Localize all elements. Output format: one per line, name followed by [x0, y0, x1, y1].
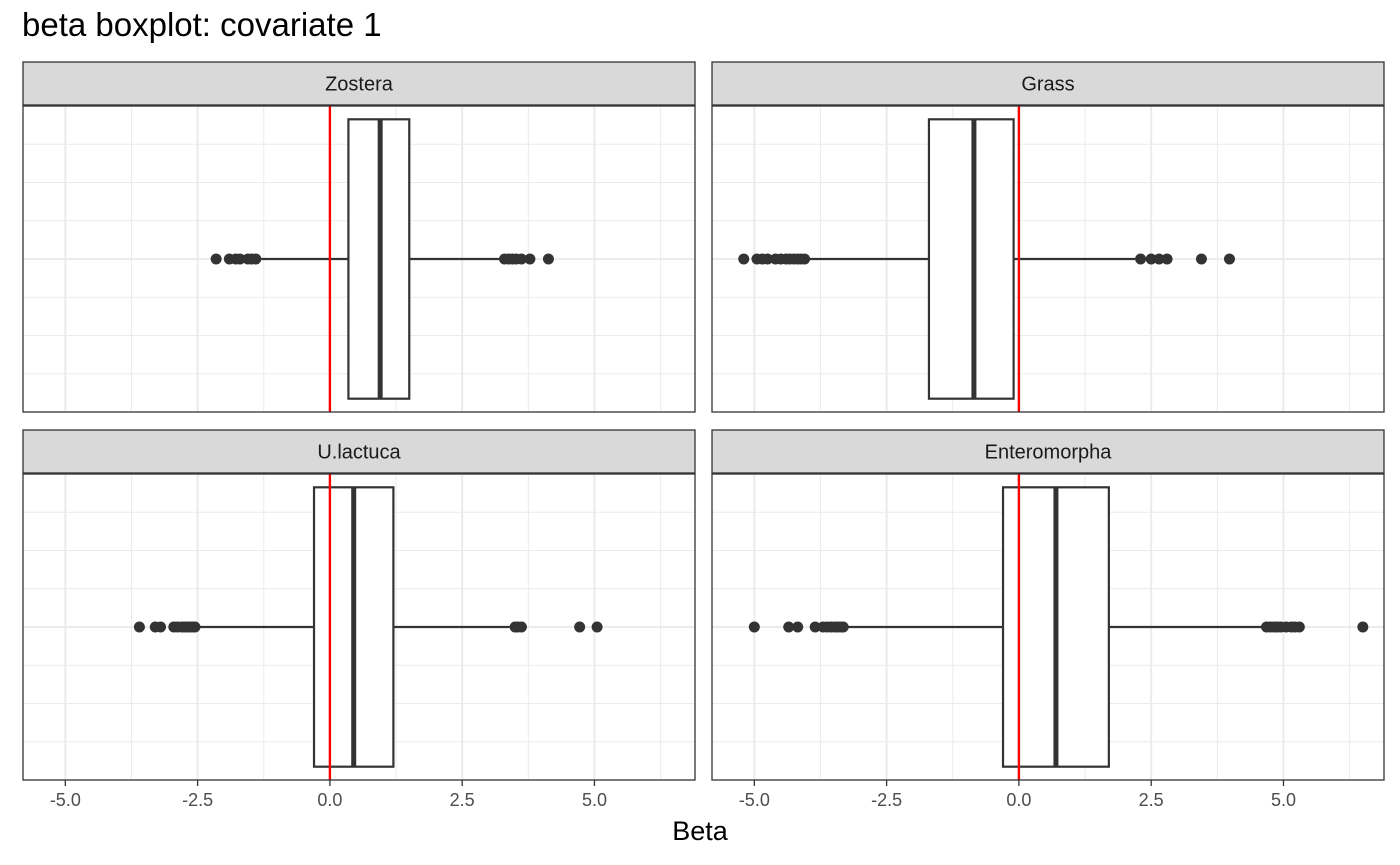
facet-strip — [711, 429, 1385, 474]
x-tick-label: 2.5 — [450, 790, 475, 810]
outlier-point — [783, 621, 795, 633]
outlier-point — [591, 621, 603, 633]
outlier-point — [515, 621, 527, 633]
facet-label: Zostera — [325, 74, 394, 96]
outlier-point — [574, 621, 586, 633]
x-tick-label: 0.0 — [1006, 790, 1031, 810]
outlier-point — [515, 253, 527, 265]
outlier-point — [234, 253, 246, 265]
panel-u-lactuca: U.lactuca -5.0 -2.5 0.0 2.5 5.0 — [22, 429, 696, 810]
panel-border — [711, 105, 1385, 413]
outlier-point — [1161, 253, 1173, 265]
panel-border — [22, 105, 696, 413]
outlier-point — [762, 253, 774, 265]
outlier-point — [1135, 253, 1147, 265]
outlier-point — [1223, 253, 1235, 265]
outlier-point — [1153, 253, 1165, 265]
panel-border — [711, 473, 1385, 781]
x-axis-label: Beta — [672, 816, 728, 846]
outlier-point — [210, 253, 222, 265]
outlier-point — [250, 253, 262, 265]
outlier-point — [792, 621, 804, 633]
box-iqr — [927, 118, 1015, 400]
outlier-point — [1293, 621, 1305, 633]
facet-label: Grass — [1021, 74, 1074, 96]
outlier-point — [1195, 253, 1207, 265]
x-tick-label: 5.0 — [1271, 790, 1296, 810]
x-tick-label: 5.0 — [582, 790, 607, 810]
panel-zostera: Zostera — [22, 61, 696, 413]
x-tick-label: -2.5 — [871, 790, 902, 810]
outlier-point — [748, 621, 760, 633]
facet-strip — [22, 61, 696, 106]
panel-enteromorpha: Enteromorpha -5.0 -2.5 0.0 2.5 5.0 — [711, 429, 1385, 810]
facet-strip — [711, 61, 1385, 106]
chart-title: beta boxplot: covariate 1 — [22, 6, 382, 43]
outlier-point — [837, 621, 849, 633]
outlier-point — [155, 621, 167, 633]
facet-label: U.lactuca — [317, 442, 401, 464]
outlier-point — [799, 253, 811, 265]
outlier-point — [1145, 253, 1157, 265]
outlier-point — [133, 621, 145, 633]
x-tick-label: -5.0 — [739, 790, 770, 810]
x-tick-label: 0.0 — [317, 790, 342, 810]
x-tick-label: -2.5 — [182, 790, 213, 810]
x-tick-label: -5.0 — [50, 790, 81, 810]
facet-strip — [22, 429, 696, 474]
outlier-point — [189, 621, 201, 633]
outlier-point — [1357, 621, 1369, 633]
panel-border — [22, 473, 696, 781]
outlier-point — [738, 253, 750, 265]
panel-grass: Grass — [711, 61, 1385, 413]
x-tick-label: 2.5 — [1139, 790, 1164, 810]
outlier-point — [809, 621, 821, 633]
outlier-point — [542, 253, 554, 265]
outlier-point — [524, 253, 536, 265]
facet-label: Enteromorpha — [985, 442, 1113, 464]
